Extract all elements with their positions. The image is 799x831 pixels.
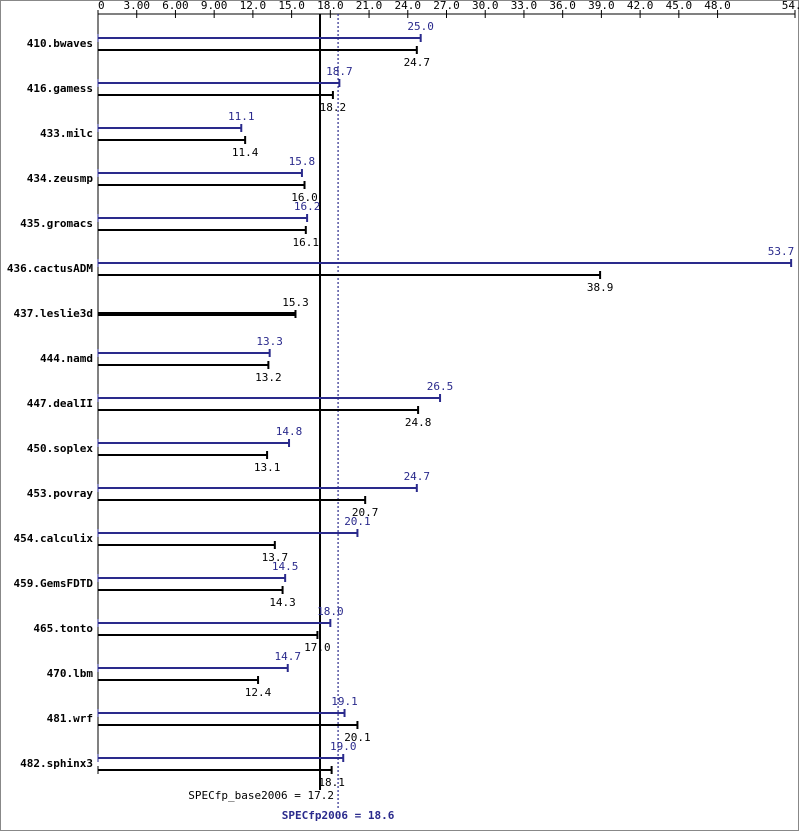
value-label: 19.1 [331, 695, 358, 708]
x-tick-label: 48.0 [704, 0, 731, 12]
value-label: 11.1 [228, 110, 255, 123]
value-label: 25.0 [407, 20, 434, 33]
reference-label: SPECfp2006 = 18.6 [282, 809, 395, 822]
x-tick-label: 36.0 [549, 0, 576, 12]
x-tick-label: 3.00 [123, 0, 150, 12]
value-label: 18.7 [326, 65, 353, 78]
value-label: 24.7 [404, 470, 431, 483]
x-tick-label: 6.00 [162, 0, 189, 12]
value-label: 13.7 [262, 551, 289, 564]
x-tick-label: 54.0 [782, 0, 799, 12]
category-label: 435.gromacs [20, 217, 93, 230]
x-tick-label: 24.0 [395, 0, 422, 12]
value-label: 14.8 [276, 425, 303, 438]
value-label: 11.4 [232, 146, 259, 159]
value-label: 18.0 [317, 605, 344, 618]
x-tick-label: 27.0 [433, 0, 460, 12]
category-label: 481.wrf [47, 712, 93, 725]
value-label: 16.2 [294, 200, 321, 213]
category-label: 454.calculix [14, 532, 94, 545]
value-label: 20.1 [344, 515, 371, 528]
category-label: 416.gamess [27, 82, 93, 95]
category-label: 410.bwaves [27, 37, 93, 50]
value-label: 17.0 [304, 641, 331, 654]
x-tick-label: 33.0 [511, 0, 538, 12]
x-tick-label: 18.0 [317, 0, 344, 12]
x-tick-label: 21.0 [356, 0, 383, 12]
value-label: 26.5 [427, 380, 454, 393]
value-label: 20.1 [344, 731, 371, 744]
value-label: 20.7 [352, 506, 379, 519]
x-tick-label: 42.0 [627, 0, 654, 12]
value-label: 14.3 [269, 596, 296, 609]
category-label: 470.lbm [47, 667, 94, 680]
value-label: 13.1 [254, 461, 281, 474]
category-label: 465.tonto [33, 622, 93, 635]
category-label: 436.cactusADM [7, 262, 93, 275]
value-label: 15.8 [289, 155, 316, 168]
value-label: 13.2 [255, 371, 282, 384]
value-label: 16.0 [291, 191, 318, 204]
category-label: 433.milc [40, 127, 93, 140]
value-label: 16.1 [293, 236, 320, 249]
value-label: 18.2 [320, 101, 347, 114]
value-label: 53.7 [768, 245, 795, 258]
x-tick-label: 15.0 [278, 0, 305, 12]
value-label: 15.3 [282, 296, 309, 309]
value-label: 38.9 [587, 281, 614, 294]
value-label: 18.1 [318, 776, 345, 789]
value-label: 24.8 [405, 416, 432, 429]
category-label: 434.zeusmp [27, 172, 94, 185]
x-tick-label: 30.0 [472, 0, 499, 12]
category-label: 447.dealII [27, 397, 93, 410]
value-label: 14.5 [272, 560, 299, 573]
category-label: 444.namd [40, 352, 93, 365]
x-tick-label: 0 [98, 0, 105, 12]
x-tick-label: 9.00 [201, 0, 228, 12]
value-label: 14.7 [274, 650, 301, 663]
category-label: 459.GemsFDTD [14, 577, 94, 590]
category-label: 453.povray [27, 487, 94, 500]
value-label: 19.0 [330, 740, 357, 753]
category-label: 482.sphinx3 [20, 757, 93, 770]
category-label: 450.soplex [27, 442, 94, 455]
value-label: 24.7 [404, 56, 431, 69]
value-label: 12.4 [245, 686, 272, 699]
x-tick-label: 39.0 [588, 0, 615, 12]
value-label: 13.3 [256, 335, 283, 348]
category-label: 437.leslie3d [14, 307, 93, 320]
reference-label: SPECfp_base2006 = 17.2 [188, 789, 334, 802]
x-tick-label: 12.0 [240, 0, 267, 12]
x-tick-label: 45.0 [666, 0, 693, 12]
